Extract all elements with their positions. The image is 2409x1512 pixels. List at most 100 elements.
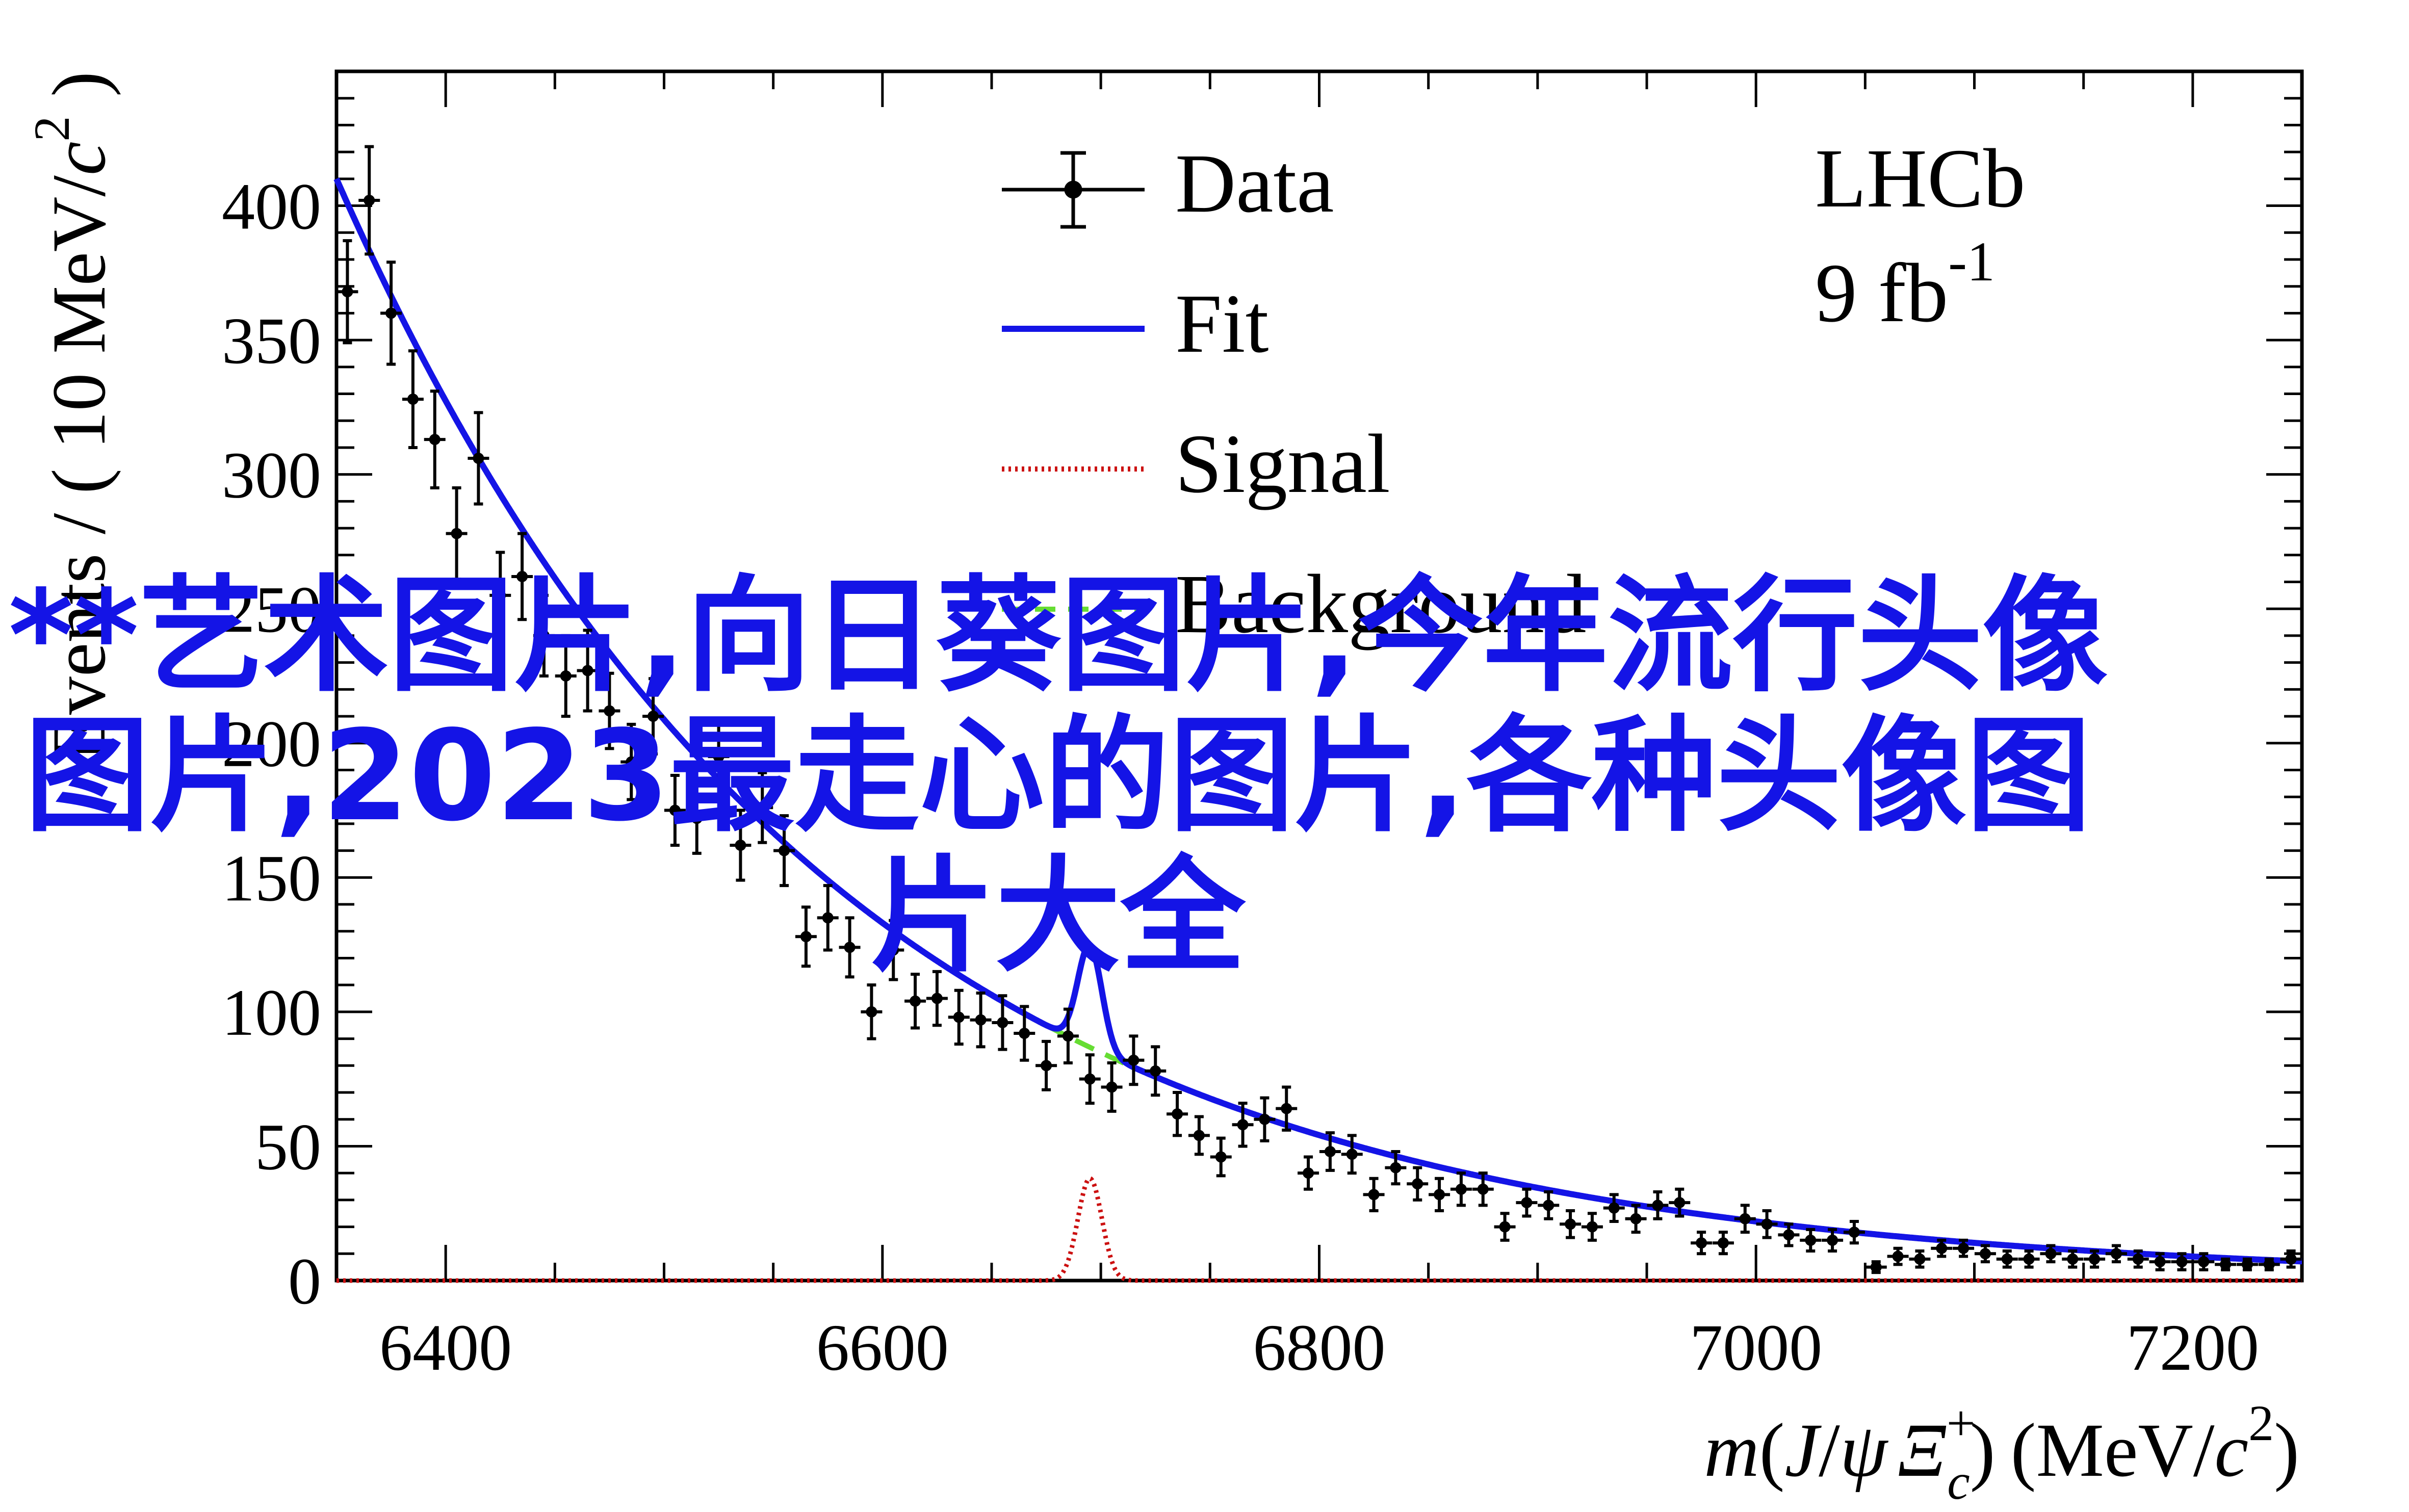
data-point bbox=[555, 634, 577, 718]
data-point bbox=[1974, 1244, 1996, 1264]
legend-label-background: Background bbox=[1175, 557, 1586, 650]
data-point bbox=[2236, 1257, 2258, 1271]
data-point-marker bbox=[844, 942, 856, 953]
data-point-marker bbox=[1696, 1237, 1707, 1249]
data-point-marker bbox=[1761, 1218, 1773, 1230]
data-point bbox=[1887, 1246, 1909, 1266]
data-point bbox=[533, 593, 555, 677]
data-point bbox=[752, 771, 773, 844]
data-point-marker bbox=[1281, 1103, 1292, 1114]
data-point bbox=[839, 916, 861, 979]
axis-ticks bbox=[335, 70, 2303, 1282]
data-point-marker bbox=[407, 394, 419, 405]
data-point-marker bbox=[516, 570, 528, 582]
data-point-marker bbox=[1521, 1197, 1533, 1209]
x-tick-label: 6600 bbox=[816, 1311, 949, 1385]
data-point bbox=[2215, 1257, 2237, 1271]
data-point bbox=[2149, 1252, 2171, 1271]
data-point-marker bbox=[1019, 1028, 1030, 1039]
data-point bbox=[1647, 1190, 1669, 1220]
data-point-marker bbox=[1346, 1149, 1358, 1160]
data-point bbox=[1712, 1231, 1734, 1256]
data-point-marker bbox=[2045, 1248, 2057, 1260]
data-point bbox=[1450, 1171, 1472, 1207]
data-point-marker bbox=[2241, 1259, 2253, 1270]
data-point-marker bbox=[342, 286, 353, 298]
data-point-marker bbox=[2089, 1253, 2101, 1265]
data-point-marker bbox=[1565, 1218, 1576, 1230]
data-point bbox=[1232, 1102, 1254, 1148]
data-point bbox=[2084, 1249, 2106, 1269]
data-point-marker bbox=[1979, 1248, 1991, 1260]
data-point-marker bbox=[451, 528, 462, 539]
data-point bbox=[446, 486, 468, 581]
data-point-marker bbox=[1543, 1200, 1555, 1211]
y-tick-label: 0 bbox=[288, 1245, 321, 1318]
data-point bbox=[620, 722, 642, 801]
fit-curve bbox=[333, 177, 2302, 1265]
data-point bbox=[402, 349, 424, 449]
data-point bbox=[1953, 1238, 1975, 1258]
y-tick-label: 350 bbox=[222, 304, 321, 378]
data-point bbox=[2105, 1244, 2127, 1264]
y-tick-label: 50 bbox=[255, 1110, 321, 1184]
data-point bbox=[1167, 1091, 1188, 1137]
y-tick-label: 250 bbox=[222, 573, 321, 646]
data-point bbox=[1472, 1171, 1494, 1207]
legend-label-signal: Signal bbox=[1175, 417, 1390, 510]
data-point bbox=[2258, 1257, 2280, 1271]
data-point bbox=[2062, 1249, 2084, 1269]
data-point-marker bbox=[385, 307, 397, 319]
data-point bbox=[1691, 1231, 1713, 1256]
data-point bbox=[642, 677, 664, 755]
data-point bbox=[1276, 1085, 1298, 1132]
data-point-marker bbox=[1128, 1054, 1139, 1066]
data-point bbox=[358, 145, 380, 256]
data-point-marker bbox=[1193, 1130, 1205, 1141]
data-point-marker bbox=[1936, 1242, 1948, 1254]
data-point bbox=[948, 988, 970, 1046]
data-point-marker bbox=[1827, 1234, 1838, 1246]
data-point bbox=[1385, 1150, 1407, 1186]
data-point bbox=[708, 717, 730, 796]
data-point bbox=[1429, 1177, 1450, 1212]
data-point bbox=[1298, 1155, 1319, 1191]
data-point-marker bbox=[888, 944, 899, 956]
data-point bbox=[1734, 1204, 1756, 1234]
data-point-marker bbox=[2132, 1253, 2144, 1265]
data-point-marker bbox=[735, 840, 746, 851]
data-point-marker bbox=[1150, 1065, 1161, 1077]
data-point-marker bbox=[1106, 1081, 1118, 1093]
x-tick-label: 7000 bbox=[1690, 1311, 1822, 1385]
data-point-marker bbox=[582, 665, 593, 676]
data-point-marker bbox=[1084, 1073, 1096, 1085]
x-tick-label: 6800 bbox=[1253, 1311, 1386, 1385]
data-point-marker bbox=[1412, 1178, 1423, 1190]
data-point bbox=[468, 411, 489, 506]
data-point bbox=[1363, 1177, 1385, 1212]
data-point-marker bbox=[1608, 1202, 1620, 1214]
x-tick-label: 7200 bbox=[2127, 1311, 2259, 1385]
data-point-marker bbox=[2176, 1256, 2188, 1268]
data-point-marker bbox=[560, 670, 572, 682]
data-point bbox=[1145, 1045, 1167, 1097]
data-point bbox=[664, 774, 686, 847]
data-point bbox=[2193, 1252, 2215, 1271]
data-point-marker bbox=[997, 1016, 1008, 1028]
data-point bbox=[970, 991, 992, 1049]
data-point bbox=[1581, 1212, 1603, 1242]
data-point-marker bbox=[495, 589, 506, 601]
data-point bbox=[2280, 1249, 2302, 1269]
watermark-overlay-text: **艺术图片,向日葵图片,今年流行头像图片,2023最走心的图片,各种头像图片大… bbox=[8, 563, 2108, 989]
data-point-marker bbox=[1499, 1221, 1511, 1233]
data-point-marker bbox=[975, 1014, 987, 1026]
data-point-marker bbox=[866, 1006, 877, 1018]
data-point bbox=[1057, 1007, 1079, 1065]
y-axis-label: Events / ( 10 MeV/c2 ) bbox=[23, 71, 121, 762]
data-point bbox=[1516, 1187, 1538, 1218]
data-point bbox=[1014, 1005, 1035, 1062]
data-point bbox=[992, 994, 1014, 1051]
data-point-marker bbox=[2154, 1256, 2166, 1268]
data-point-marker bbox=[953, 1011, 965, 1023]
data-point bbox=[795, 905, 817, 968]
